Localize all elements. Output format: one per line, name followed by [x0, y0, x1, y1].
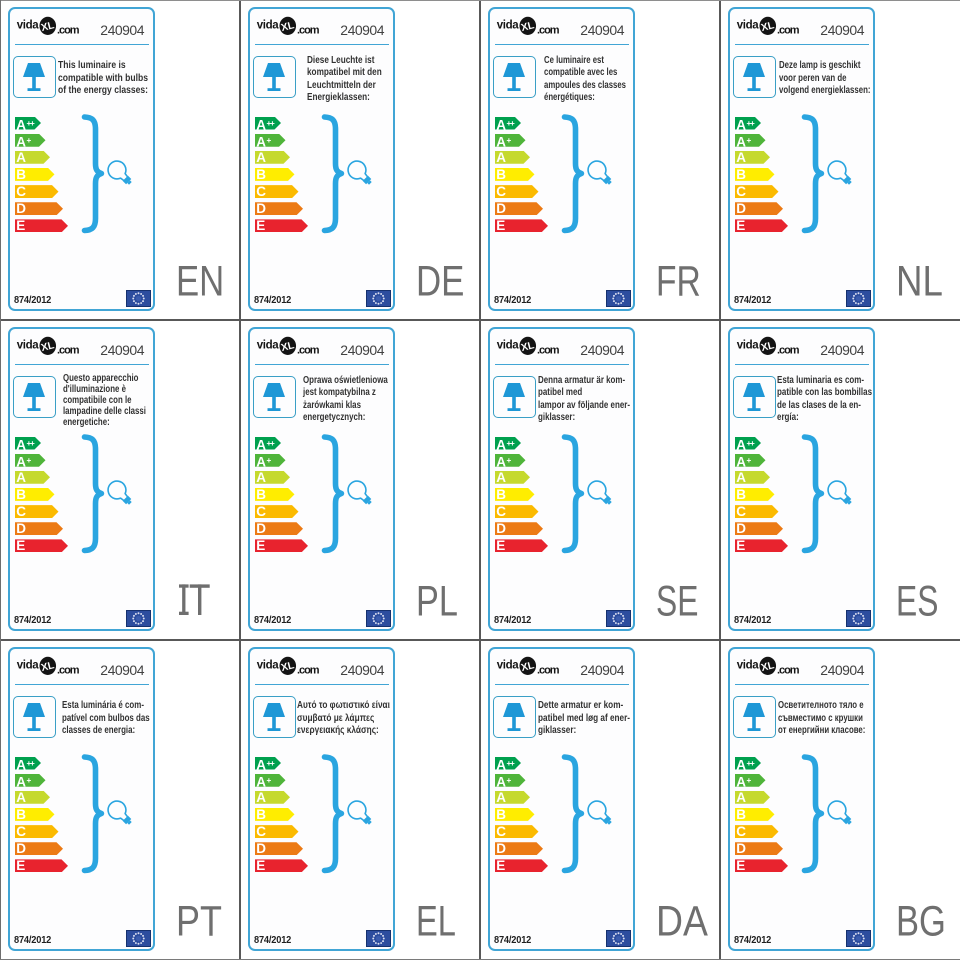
svg-text:.com: .com — [537, 24, 560, 36]
svg-text:NL: NL — [896, 264, 943, 298]
svg-text:vida: vida — [257, 19, 279, 31]
svg-text:XL: XL — [280, 340, 295, 354]
svg-text:XL: XL — [760, 20, 775, 34]
svg-text:vida: vida — [737, 339, 759, 351]
svg-text:XL: XL — [40, 340, 55, 354]
svg-text:vida: vida — [17, 19, 39, 31]
svg-text:EL: EL — [416, 904, 456, 938]
svg-text:vida: vida — [737, 659, 759, 671]
svg-text:PT: PT — [176, 904, 222, 938]
svg-text:SE: SE — [656, 584, 698, 618]
svg-text:vida: vida — [257, 339, 279, 351]
svg-text:.com: .com — [537, 344, 560, 356]
svg-text:.com: .com — [537, 664, 560, 676]
svg-text:PL: PL — [416, 584, 458, 618]
svg-text:XL: XL — [760, 340, 775, 354]
svg-text:vida: vida — [257, 659, 279, 671]
svg-text:vida: vida — [497, 19, 519, 31]
svg-text:BG: BG — [896, 904, 946, 938]
svg-text:XL: XL — [760, 660, 775, 674]
svg-text:FR: FR — [656, 264, 701, 298]
svg-text:XL: XL — [280, 20, 295, 34]
svg-text:vida: vida — [737, 19, 759, 31]
svg-text:.com: .com — [57, 24, 80, 36]
svg-text:.com: .com — [777, 664, 800, 676]
svg-text:XL: XL — [40, 20, 55, 34]
svg-text:XL: XL — [520, 660, 535, 674]
svg-text:.com: .com — [57, 344, 80, 356]
svg-text:vida: vida — [17, 659, 39, 671]
svg-text:.com: .com — [297, 344, 320, 356]
svg-text:.com: .com — [777, 24, 800, 36]
svg-text:.com: .com — [297, 24, 320, 36]
svg-text:ES: ES — [896, 584, 938, 618]
svg-text:vida: vida — [497, 339, 519, 351]
svg-text:.com: .com — [297, 664, 320, 676]
svg-text:DA: DA — [656, 904, 708, 938]
svg-text:vida: vida — [17, 339, 39, 351]
svg-text:XL: XL — [40, 660, 55, 674]
svg-text:vida: vida — [497, 659, 519, 671]
svg-text:XL: XL — [520, 20, 535, 34]
svg-text:.com: .com — [777, 344, 800, 356]
svg-text:EN: EN — [176, 264, 224, 298]
svg-text:XL: XL — [520, 340, 535, 354]
svg-text:XL: XL — [280, 660, 295, 674]
svg-text:DE: DE — [416, 264, 464, 298]
svg-text:.com: .com — [57, 664, 80, 676]
